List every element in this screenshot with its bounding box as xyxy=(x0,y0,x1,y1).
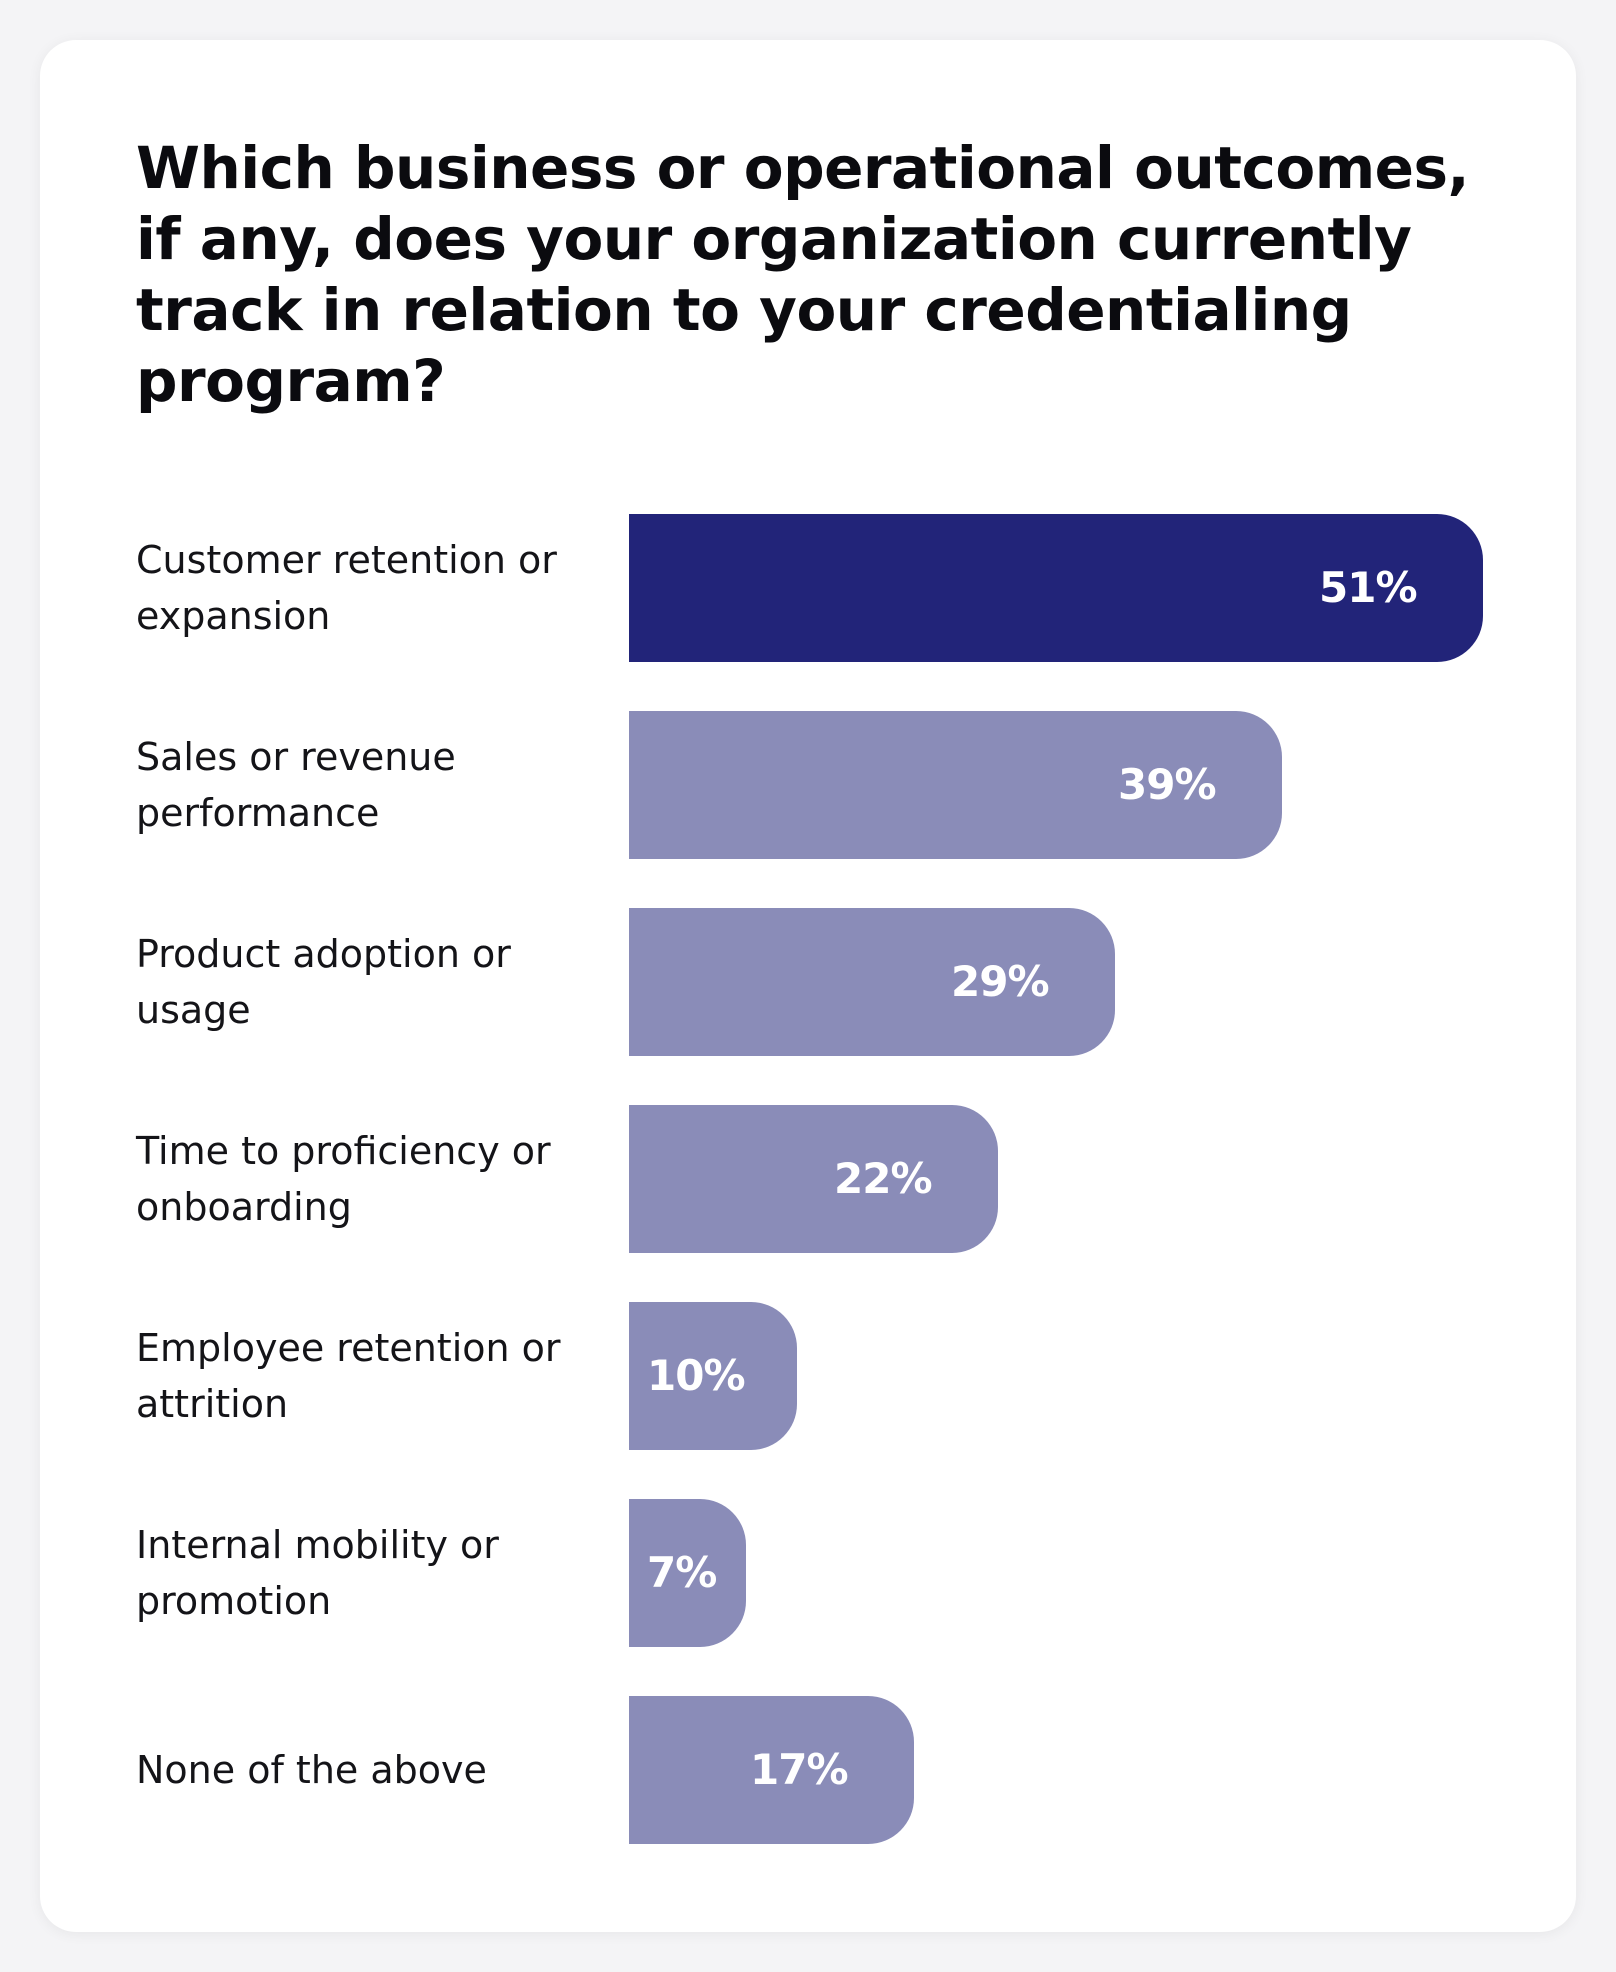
bar-value-label: 7% xyxy=(647,1548,717,1597)
bar: 17% xyxy=(629,1696,914,1844)
bar-value-label: 17% xyxy=(750,1745,849,1794)
bar: 10% xyxy=(629,1302,797,1450)
bar-value-label: 22% xyxy=(834,1154,933,1203)
bar: 39% xyxy=(629,711,1282,859)
chart-title: Which business or operational outcomes, … xyxy=(136,134,1470,415)
category-label: Sales or revenue performance xyxy=(136,735,456,835)
bar-value-label: 39% xyxy=(1118,760,1217,809)
category-label: Employee retention or attrition xyxy=(136,1326,561,1426)
category-label: Product adoption or usage xyxy=(136,932,511,1032)
category-label: Time to proficiency or onboarding xyxy=(136,1129,551,1229)
bar-value-label: 29% xyxy=(951,957,1050,1006)
bar: 7% xyxy=(629,1499,746,1647)
bar-value-label: 51% xyxy=(1319,563,1418,612)
bar: 29% xyxy=(629,908,1115,1056)
category-label: Customer retention or expansion xyxy=(136,538,557,638)
category-label: None of the above xyxy=(136,1748,487,1792)
bar-value-label: 10% xyxy=(647,1351,746,1400)
bar: 22% xyxy=(629,1105,998,1253)
bar: 51% xyxy=(629,514,1483,662)
category-label: Internal mobility or promotion xyxy=(136,1523,499,1623)
